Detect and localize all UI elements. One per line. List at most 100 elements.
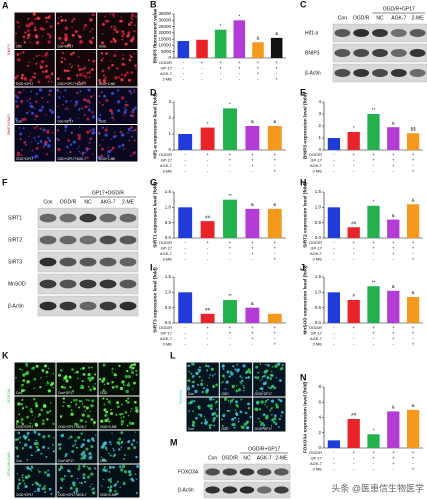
cell [71, 33, 75, 37]
cell [61, 479, 64, 482]
cell [22, 379, 26, 382]
cell [94, 434, 97, 436]
condition-sign: + [201, 60, 204, 65]
row-label: SIRT1 [8, 215, 22, 221]
condition-sign: + [412, 342, 415, 347]
cell [68, 437, 70, 440]
cell [221, 418, 223, 421]
cell [52, 386, 54, 389]
cell [82, 452, 86, 455]
image-label: OGD+GP17 [255, 392, 273, 396]
cell [107, 146, 109, 148]
cell [91, 110, 94, 114]
cell [106, 382, 110, 385]
cell [64, 455, 66, 457]
row-label: SIRT3 [8, 259, 22, 265]
cell [22, 374, 26, 377]
row-label: FOXO3A [178, 469, 199, 475]
cell [125, 389, 129, 394]
cell [57, 115, 60, 119]
cell [70, 486, 73, 490]
cell [216, 408, 218, 410]
cell [191, 400, 194, 402]
y-tick-label: 3 [168, 99, 171, 104]
cell [195, 371, 199, 375]
cell [60, 16, 62, 18]
lane-label: OGD/R [222, 455, 239, 461]
cell [16, 448, 19, 450]
band [256, 486, 272, 494]
panel-letter: K [2, 350, 9, 360]
lane-label: Con [208, 455, 217, 461]
cell [275, 403, 278, 406]
cell [71, 20, 74, 23]
cell [122, 415, 125, 418]
significance-marker: & [273, 202, 276, 207]
cell [44, 53, 48, 57]
band [222, 468, 238, 476]
cell [78, 81, 80, 83]
cell [267, 386, 270, 388]
cell [104, 76, 107, 79]
cell [113, 40, 117, 43]
cell [122, 148, 125, 150]
cell [187, 364, 191, 368]
significance-marker: $$ [411, 126, 417, 131]
cell [76, 75, 79, 77]
y-tick-label: 1.0 [315, 290, 322, 295]
y-tick-label: 1.5 [165, 274, 172, 279]
cell [27, 438, 31, 442]
cell [232, 365, 235, 368]
cell [17, 487, 20, 490]
cell [42, 445, 46, 449]
cell [34, 156, 37, 159]
image-label: OGD [221, 427, 229, 431]
cell [73, 104, 77, 107]
condition-sign: + [412, 257, 415, 262]
cell [119, 413, 122, 416]
y-tick-label: 5000 [161, 49, 172, 54]
condition-sign: + [257, 71, 260, 76]
condition-sign: - [229, 336, 231, 341]
cell [134, 106, 137, 110]
cell [30, 21, 34, 25]
significance-marker: * [229, 102, 231, 107]
lane-label: OGD/R [60, 199, 77, 205]
cell [26, 431, 30, 435]
cell [62, 103, 64, 106]
cell [207, 404, 211, 408]
cell [81, 413, 85, 417]
condition-sign: - [333, 251, 335, 256]
bar [270, 37, 283, 58]
cell [126, 71, 129, 75]
condition-sign: + [412, 325, 415, 330]
cell [186, 387, 191, 391]
cell [20, 389, 25, 393]
cell [119, 130, 123, 134]
cell [57, 22, 60, 25]
cell [34, 481, 38, 485]
cell [50, 80, 53, 83]
cell [70, 66, 73, 69]
condition-sign: - [229, 342, 231, 347]
cell [20, 417, 24, 421]
cell [81, 443, 85, 447]
cell [46, 381, 50, 385]
cell [192, 380, 196, 384]
cell [277, 426, 280, 428]
cell [234, 409, 237, 411]
cell [24, 31, 27, 34]
cell [16, 437, 20, 441]
cell [109, 454, 112, 457]
cell [18, 413, 21, 416]
cell [83, 480, 87, 484]
condition-sign: - [229, 257, 231, 262]
cell [62, 478, 65, 481]
cell [17, 402, 21, 406]
image-label: Con+GP17 [58, 459, 74, 463]
cell [26, 24, 30, 28]
condition-sign: - [373, 461, 375, 466]
cell [90, 404, 94, 408]
bar [214, 29, 227, 58]
